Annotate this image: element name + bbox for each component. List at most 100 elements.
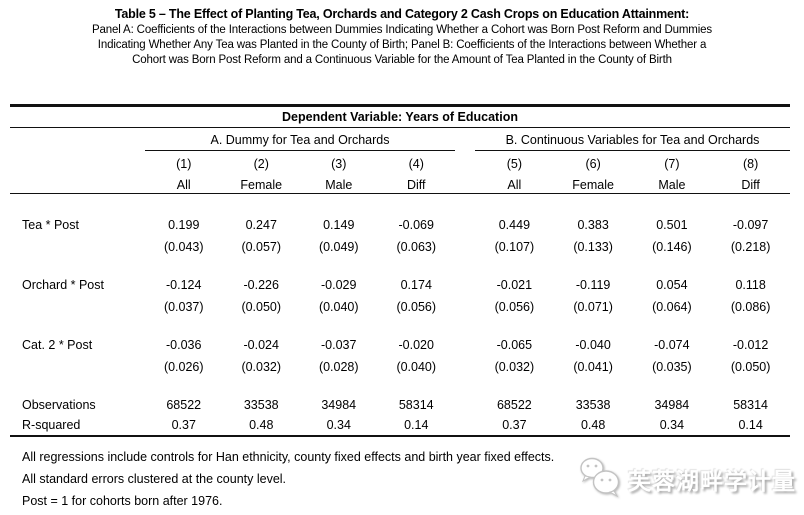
coef-cell: -0.226 <box>243 278 279 292</box>
note-line: All standard errors clustered at the cou… <box>22 472 287 486</box>
column-number: (6) <box>585 157 601 171</box>
coef-cell: 0.118 <box>735 278 766 292</box>
coef-cell: 0.054 <box>656 278 688 292</box>
table-subtitle-line: Indicating Whether Any Tea was Planted i… <box>97 38 707 51</box>
value-cell: 58314 <box>398 397 434 412</box>
column-name: Diff <box>406 178 426 192</box>
panel-b-header: B. Continuous Variables for Tea and Orch… <box>475 130 790 151</box>
coef-cell: 0.199 <box>168 218 200 232</box>
se-cell: (0.037) <box>163 300 204 314</box>
coef-cell: -0.097 <box>732 218 769 232</box>
spacer <box>10 194 790 214</box>
coef-cell: -0.074 <box>654 338 690 352</box>
dependent-variable-header: Dependent Variable: Years of Education <box>10 107 790 128</box>
se-cell: (0.071) <box>573 300 613 314</box>
value-cell: 0.34 <box>326 418 351 432</box>
note-line: All regressions include controls for Han… <box>22 450 555 464</box>
value-cell: 0.14 <box>738 418 763 432</box>
value-cell: 33538 <box>243 397 279 412</box>
column-name-row: All Female Male Diff All Female Male Dif… <box>10 177 790 193</box>
coef-cell: 0.247 <box>245 218 277 232</box>
coef-cell: -0.065 <box>496 338 533 352</box>
table-row-cat2-post-se: (0.026) (0.032) (0.028) (0.040) (0.032) … <box>10 356 790 378</box>
table-row-tea-post-se: (0.043) (0.057) (0.049) (0.063) (0.107) … <box>10 236 790 258</box>
table-row-orchard-post: Orchard * Post -0.124 -0.226 -0.029 0.17… <box>10 274 790 296</box>
se-cell: (0.107) <box>494 240 535 254</box>
watermark: 芙蓉湖畔学计量 <box>579 454 796 503</box>
note-line: Post = 1 for cohorts born after 1976. <box>22 494 223 508</box>
value-cell: 0.37 <box>502 418 527 432</box>
coef-cell: -0.040 <box>575 338 611 352</box>
spacer <box>10 258 790 274</box>
se-cell: (0.050) <box>730 360 771 374</box>
spacer <box>10 378 790 394</box>
spacer <box>10 318 790 334</box>
value-cell: 0.48 <box>580 418 606 432</box>
column-number: (3) <box>331 157 347 171</box>
header-rule <box>10 193 790 194</box>
se-cell: (0.050) <box>241 300 282 314</box>
column-name: Female <box>240 178 283 192</box>
column-name: Diff <box>741 178 760 192</box>
column-number: (1) <box>176 157 192 171</box>
se-cell: (0.032) <box>494 360 535 374</box>
coef-cell: 0.383 <box>577 218 609 232</box>
table-row-tea-post: Tea * Post 0.199 0.247 0.149 -0.069 0.44… <box>10 214 790 236</box>
coef-cell: -0.124 <box>166 278 202 292</box>
coef-cell: -0.037 <box>321 338 357 352</box>
se-cell: (0.041) <box>573 360 613 374</box>
column-name: Female <box>572 178 614 192</box>
value-cell: 68522 <box>496 397 532 412</box>
column-name: Male <box>325 178 353 192</box>
column-name: All <box>507 178 522 192</box>
se-cell: (0.032) <box>241 360 282 374</box>
table-title-block: Table 5 – The Effect of Planting Tea, Or… <box>0 0 804 68</box>
se-cell: (0.035) <box>652 360 692 374</box>
column-number-row: (1) (2) (3) (4) (5) (6) (7) (8) <box>10 151 790 177</box>
panel-header-row: A. Dummy for Tea and Orchards B. Continu… <box>10 128 790 151</box>
column-number: (4) <box>408 157 424 171</box>
se-cell: (0.056) <box>396 300 437 314</box>
coef-cell: 0.149 <box>323 218 355 232</box>
se-cell: (0.040) <box>318 300 359 314</box>
table-row-cat2-post: Cat. 2 * Post -0.036 -0.024 -0.037 -0.02… <box>10 334 790 356</box>
se-cell: (0.049) <box>318 240 359 254</box>
coef-cell: -0.020 <box>398 338 434 352</box>
column-number: (8) <box>742 157 759 171</box>
se-cell: (0.064) <box>652 300 692 314</box>
coef-cell: -0.024 <box>243 338 279 352</box>
se-cell: (0.063) <box>396 240 437 254</box>
se-cell: (0.043) <box>163 240 204 254</box>
value-cell: 58314 <box>733 397 768 412</box>
panel-a-header: A. Dummy for Tea and Orchards <box>145 130 455 151</box>
table-title: Table 5 – The Effect of Planting Tea, Or… <box>114 7 690 21</box>
column-name: All <box>176 178 191 192</box>
table-notes: All regressions include controls for Han… <box>22 446 554 512</box>
column-number: (2) <box>253 157 269 171</box>
se-cell: (0.040) <box>396 360 437 374</box>
se-cell: (0.133) <box>573 240 613 254</box>
table-row-r-squared: R-squared 0.37 0.48 0.34 0.14 0.37 0.48 … <box>10 415 790 435</box>
column-name: Male <box>658 178 686 192</box>
se-cell: (0.218) <box>730 240 771 254</box>
coef-cell: 0.174 <box>400 278 432 292</box>
value-cell: 0.48 <box>249 418 274 432</box>
value-cell: 34984 <box>654 397 690 412</box>
row-label: Cat. 2 * Post <box>22 338 93 352</box>
row-label: Observations <box>22 397 96 412</box>
coef-cell: 0.501 <box>656 218 688 232</box>
value-cell: 34984 <box>321 397 357 412</box>
table-subtitle-line: Panel A: Coefficients of the Interaction… <box>91 23 712 36</box>
wechat-icon <box>579 454 621 503</box>
value-cell: 33538 <box>575 397 611 412</box>
regression-table: Dependent Variable: Years of Education A… <box>10 104 790 437</box>
row-label: Orchard * Post <box>22 278 104 292</box>
column-number: (7) <box>664 157 680 171</box>
se-cell: (0.026) <box>163 360 204 374</box>
table-row-observations: Observations 68522 33538 34984 58314 685… <box>10 394 790 415</box>
coef-cell: -0.012 <box>732 338 769 352</box>
coef-cell: 0.449 <box>498 218 531 232</box>
se-cell: (0.056) <box>494 300 535 314</box>
coef-cell: -0.036 <box>166 338 202 352</box>
row-label: R-squared <box>22 418 81 432</box>
